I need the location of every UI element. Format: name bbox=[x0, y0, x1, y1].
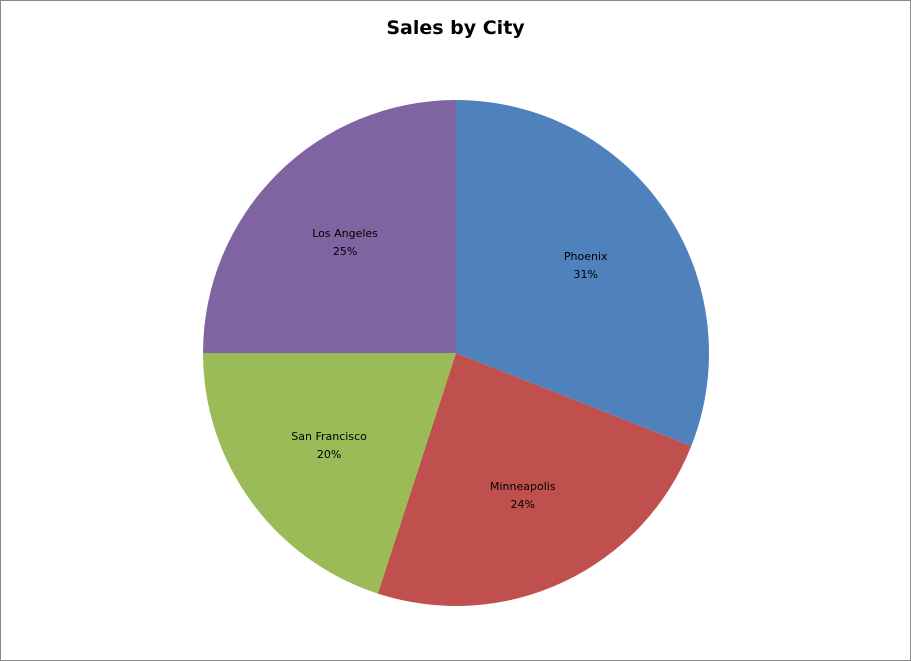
slice-percent-label: 20% bbox=[317, 448, 341, 461]
slice-percent-label: 25% bbox=[333, 245, 357, 258]
pie-slice-los-angeles bbox=[203, 100, 456, 353]
slice-category-label: Minneapolis bbox=[490, 480, 556, 493]
pie-slice-san-francisco bbox=[203, 353, 456, 594]
chart-title: Sales by City bbox=[386, 17, 525, 39]
pie-slice-phoenix bbox=[456, 100, 709, 447]
slice-category-label: Phoenix bbox=[564, 250, 608, 263]
pie-slice-minneapolis bbox=[377, 353, 692, 606]
slice-category-label: Los Angeles bbox=[312, 227, 378, 240]
slice-category-label: San Francisco bbox=[291, 430, 367, 443]
slice-percent-label: 31% bbox=[574, 268, 598, 281]
slice-percent-label: 24% bbox=[511, 498, 535, 511]
